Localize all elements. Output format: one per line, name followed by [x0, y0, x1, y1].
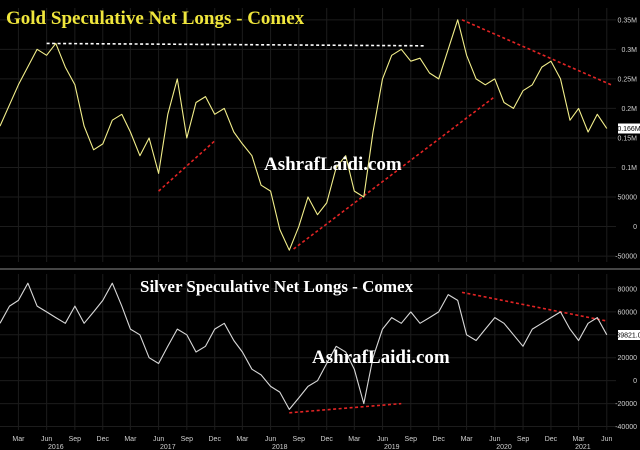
xtick-label: Mar: [573, 436, 586, 443]
year-label: 2019: [384, 444, 400, 450]
xtick-label: Jun: [153, 436, 164, 443]
gold-ytick-label: 0: [633, 224, 637, 231]
gold-trendlines: [46, 19, 612, 250]
gold-last-value-box: [618, 123, 640, 134]
silver-last-value-label: 39821.0: [616, 329, 640, 340]
xtick-label: Sep: [517, 436, 530, 443]
gold-ytick-label: 50000: [618, 195, 638, 202]
gold-ytick-label: 0.25M: [618, 76, 638, 83]
xtick-label: Mar: [124, 436, 137, 443]
gold-trendline: [293, 95, 496, 250]
xtick-label: Sep: [69, 436, 82, 443]
gold-series-line: [0, 19, 608, 251]
xtick-label: Jun: [265, 436, 276, 443]
year-label: 2021: [575, 444, 591, 450]
silver-ytick-label: -20000: [615, 401, 637, 408]
silver-ytick-label: 60000: [618, 309, 638, 316]
xtick-label: Dec: [320, 436, 333, 443]
gold-ytick-label: 0.1M: [621, 165, 637, 172]
silver-ytick-label: 0: [633, 378, 637, 385]
xtick-label: Jun: [41, 436, 52, 443]
silver-chart-title: Silver Speculative Net Longs - Comex: [140, 277, 414, 296]
gold-ytick-label: 0.35M: [618, 17, 638, 24]
year-label: 2017: [160, 444, 176, 450]
gold-trendline: [158, 140, 216, 192]
xtick-label: Sep: [181, 436, 194, 443]
gold-last-value-text: 0.166M: [617, 126, 640, 133]
silver-series-line: [0, 282, 608, 410]
gold-ytick-label: 0.3M: [621, 47, 637, 54]
gold-grid: [0, 8, 616, 262]
xtick-label: Dec: [545, 436, 558, 443]
silver-last-value-box: [618, 329, 640, 340]
year-label: 2016: [48, 444, 64, 450]
xtick-label: Mar: [348, 436, 361, 443]
gold-y-axis: 0.35M 0.3M 0.25M 0.2M 0.15M 0.1M 50000 0 -50000: [615, 17, 637, 260]
xtick-label: Jun: [377, 436, 388, 443]
xtick-label: Mar: [12, 436, 25, 443]
xtick-label: Mar: [236, 436, 249, 443]
silver-trendline: [289, 402, 402, 414]
silver-chart-panel: 800006000040000200000-20000-40000 Silver…: [0, 274, 640, 431]
gold-ytick-label: -50000: [615, 254, 637, 261]
gold-chart-title: Gold Speculative Net Longs - Comex: [6, 8, 305, 29]
year-label: 2018: [272, 444, 288, 450]
silver-ytick-label: 80000: [618, 286, 638, 293]
gold-ytick-label: 0.15M: [618, 135, 638, 142]
gold-trendline: [46, 42, 425, 47]
gold-watermark: AshrafLaidi.com: [264, 154, 402, 175]
silver-watermark: AshrafLaidi.com: [312, 347, 450, 368]
year-label: 2020: [496, 444, 512, 450]
xtick-label: Dec: [209, 436, 222, 443]
gold-chart-panel: 0.35M0.3M0.25M0.2M0.15M0.1M500000-50000 …: [0, 8, 640, 262]
gold-ytick-label: 0.2M: [621, 106, 637, 113]
xtick-label: Sep: [405, 436, 418, 443]
xtick-label: Mar: [461, 436, 474, 443]
gold-series: [0, 19, 608, 251]
x-axis: Mar Jun Sep Dec Mar Jun Sep Dec Mar Jun Sep Dec Mar J…: [12, 436, 612, 450]
gold-last-value-label: 0.166M: [617, 123, 640, 134]
silver-trendlines: [289, 291, 607, 414]
silver-trendline: [461, 291, 607, 322]
xtick-label: Dec: [97, 436, 110, 443]
silver-series: [0, 282, 608, 410]
silver-last-value-text: 39821.0: [616, 332, 640, 339]
xtick-label: Sep: [293, 436, 306, 443]
xtick-label: Dec: [432, 436, 445, 443]
xtick-label: Jun: [601, 436, 612, 443]
silver-ytick-label: 20000: [618, 355, 638, 362]
xtick-label: Jun: [489, 436, 500, 443]
silver-ytick-label: -40000: [615, 424, 637, 431]
